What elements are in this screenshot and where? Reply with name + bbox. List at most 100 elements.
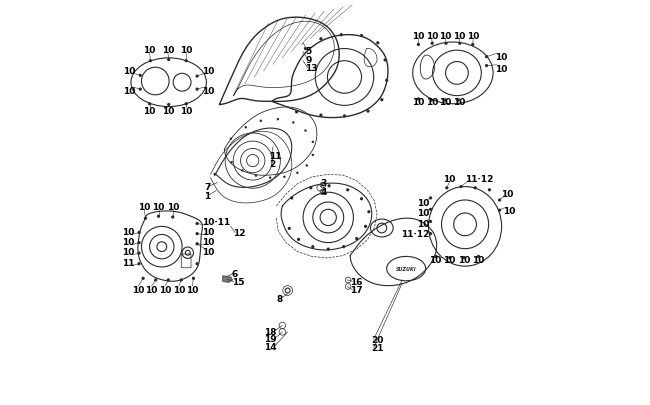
Circle shape xyxy=(154,279,157,282)
Circle shape xyxy=(367,110,370,113)
Circle shape xyxy=(229,138,232,141)
Circle shape xyxy=(328,185,331,188)
Circle shape xyxy=(485,56,488,59)
Circle shape xyxy=(137,252,140,255)
Text: 14: 14 xyxy=(264,342,276,351)
Circle shape xyxy=(429,220,432,224)
Circle shape xyxy=(443,99,447,102)
Text: 7: 7 xyxy=(204,183,211,192)
Text: 8: 8 xyxy=(277,294,283,303)
Circle shape xyxy=(417,44,420,47)
Text: 10: 10 xyxy=(412,98,424,107)
Circle shape xyxy=(196,243,199,246)
Circle shape xyxy=(376,42,380,45)
Circle shape xyxy=(137,231,140,234)
Text: 10: 10 xyxy=(202,247,215,256)
Circle shape xyxy=(360,35,363,38)
Text: 10: 10 xyxy=(132,285,144,294)
Text: 17: 17 xyxy=(350,286,363,294)
Text: 2: 2 xyxy=(269,160,276,169)
Circle shape xyxy=(319,114,322,117)
Circle shape xyxy=(430,43,434,46)
Circle shape xyxy=(429,232,432,236)
Circle shape xyxy=(488,189,491,192)
Circle shape xyxy=(167,59,170,62)
Circle shape xyxy=(311,245,315,249)
Text: 10: 10 xyxy=(159,285,171,294)
Circle shape xyxy=(288,227,291,230)
Circle shape xyxy=(429,208,432,211)
Text: 11·12: 11·12 xyxy=(401,230,430,239)
Text: 10: 10 xyxy=(503,207,515,216)
Text: 10: 10 xyxy=(122,227,134,236)
Text: 10: 10 xyxy=(202,66,215,75)
Circle shape xyxy=(196,222,199,226)
Text: 10: 10 xyxy=(426,98,438,107)
Circle shape xyxy=(241,170,243,172)
Text: 12: 12 xyxy=(233,228,245,237)
Text: 4: 4 xyxy=(320,187,326,196)
Circle shape xyxy=(196,75,199,79)
Text: 10: 10 xyxy=(186,285,198,294)
Text: 10: 10 xyxy=(426,32,438,41)
Circle shape xyxy=(477,255,480,258)
Circle shape xyxy=(430,99,433,102)
Text: 10: 10 xyxy=(123,87,135,96)
Circle shape xyxy=(142,277,145,280)
Text: 1: 1 xyxy=(204,191,211,200)
Text: 10: 10 xyxy=(138,203,151,212)
Circle shape xyxy=(295,111,298,114)
Text: 20: 20 xyxy=(372,335,384,344)
Text: 9: 9 xyxy=(306,55,312,64)
Circle shape xyxy=(463,256,466,260)
Text: 10: 10 xyxy=(439,98,452,107)
Circle shape xyxy=(185,103,188,106)
Text: 10: 10 xyxy=(443,256,456,264)
Polygon shape xyxy=(223,276,233,283)
Text: 10: 10 xyxy=(458,256,470,264)
Text: 19: 19 xyxy=(264,335,276,343)
Text: 10: 10 xyxy=(417,209,430,218)
Circle shape xyxy=(326,248,330,251)
Circle shape xyxy=(445,187,448,190)
Circle shape xyxy=(474,187,477,190)
Circle shape xyxy=(311,154,314,157)
Circle shape xyxy=(429,197,432,200)
Text: 10: 10 xyxy=(467,32,480,41)
Circle shape xyxy=(179,279,183,282)
Circle shape xyxy=(304,48,307,51)
Circle shape xyxy=(196,262,199,266)
Circle shape xyxy=(196,232,199,236)
Circle shape xyxy=(167,104,170,107)
Circle shape xyxy=(311,141,314,144)
Text: SUZUKI: SUZUKI xyxy=(396,266,417,271)
Text: 13: 13 xyxy=(306,64,318,73)
Text: 10: 10 xyxy=(443,175,456,183)
Text: 6: 6 xyxy=(231,269,238,278)
Circle shape xyxy=(364,225,367,228)
Text: 10: 10 xyxy=(439,32,452,41)
Text: 10: 10 xyxy=(173,285,185,294)
Circle shape xyxy=(304,130,307,132)
Circle shape xyxy=(138,75,142,78)
Circle shape xyxy=(485,65,488,68)
Circle shape xyxy=(342,245,345,249)
Circle shape xyxy=(445,43,448,46)
Circle shape xyxy=(460,185,463,189)
Circle shape xyxy=(277,119,279,121)
Circle shape xyxy=(367,211,370,214)
Circle shape xyxy=(434,255,437,258)
Text: 10: 10 xyxy=(180,46,192,55)
Text: 10: 10 xyxy=(202,237,215,246)
Circle shape xyxy=(137,262,140,266)
Circle shape xyxy=(360,198,363,201)
Circle shape xyxy=(384,59,387,62)
Text: 10: 10 xyxy=(429,256,441,264)
Text: 16: 16 xyxy=(350,277,363,286)
Text: 10·11: 10·11 xyxy=(202,217,230,226)
Text: 10: 10 xyxy=(144,107,156,116)
Circle shape xyxy=(448,256,451,260)
Text: 21: 21 xyxy=(372,343,384,352)
Circle shape xyxy=(385,79,388,83)
Text: 10: 10 xyxy=(202,87,215,96)
